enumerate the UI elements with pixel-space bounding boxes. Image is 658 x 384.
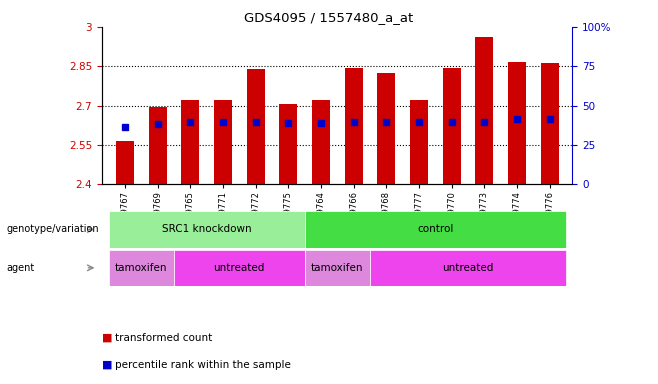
Bar [116,141,134,184]
Text: transformed count: transformed count [115,333,213,343]
Bar [410,100,428,184]
Text: agent: agent [7,263,35,273]
Text: tamoxifen: tamoxifen [115,263,167,273]
Bar [279,104,297,184]
Text: GDS4095 / 1557480_a_at: GDS4095 / 1557480_a_at [244,12,414,25]
Bar [214,100,232,184]
Bar [181,100,199,184]
Text: percentile rank within the sample: percentile rank within the sample [115,360,291,370]
Text: untreated: untreated [214,263,265,273]
Bar [312,100,330,184]
Text: tamoxifen: tamoxifen [311,263,363,273]
Bar [247,69,265,184]
Bar [508,62,526,184]
Bar [475,37,494,184]
Text: SRC1 knockdown: SRC1 knockdown [162,224,251,235]
Bar [109,250,174,286]
Bar [149,107,166,184]
Text: ■: ■ [102,360,113,370]
Bar [109,211,305,248]
Bar [305,211,566,248]
Text: ■: ■ [102,333,113,343]
Text: control: control [417,224,453,235]
Bar [345,68,363,184]
Bar [370,250,566,286]
Text: genotype/variation: genotype/variation [7,224,99,235]
Bar [443,68,461,184]
Bar [541,63,559,184]
Bar [377,73,395,184]
Text: untreated: untreated [442,263,494,273]
Bar [174,250,305,286]
Bar [305,250,370,286]
